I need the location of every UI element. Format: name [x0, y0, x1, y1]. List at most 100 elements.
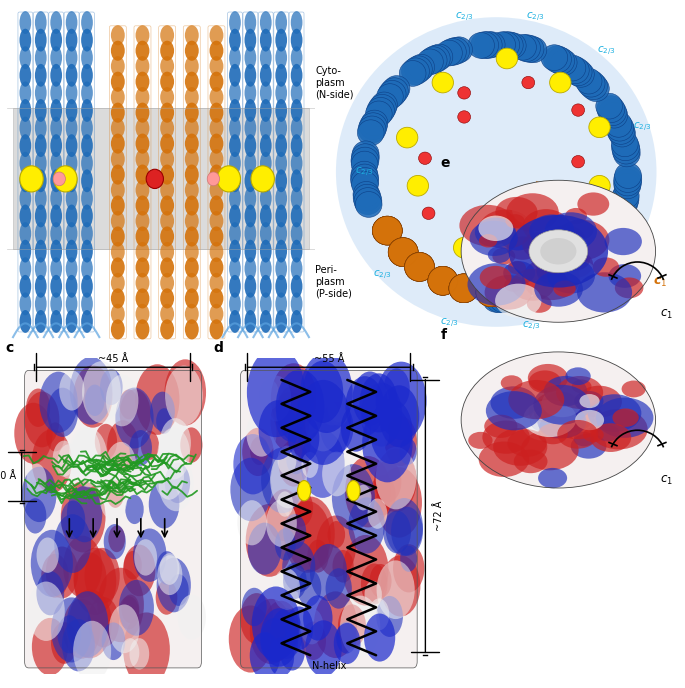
Circle shape [133, 528, 166, 582]
Circle shape [39, 372, 77, 433]
Ellipse shape [290, 204, 303, 227]
Circle shape [277, 446, 297, 475]
Ellipse shape [275, 46, 287, 69]
Circle shape [565, 367, 590, 385]
Circle shape [539, 239, 588, 275]
Circle shape [506, 193, 559, 232]
Circle shape [54, 514, 91, 573]
Ellipse shape [260, 222, 272, 245]
Ellipse shape [275, 169, 287, 192]
Circle shape [352, 141, 379, 166]
Ellipse shape [81, 81, 93, 105]
Ellipse shape [81, 29, 93, 52]
Circle shape [97, 568, 144, 642]
Circle shape [364, 581, 382, 608]
Circle shape [383, 510, 411, 553]
Circle shape [119, 580, 154, 636]
Circle shape [99, 476, 127, 520]
Circle shape [270, 451, 307, 508]
Ellipse shape [35, 29, 47, 52]
Ellipse shape [260, 292, 272, 315]
Ellipse shape [160, 304, 174, 324]
Ellipse shape [66, 204, 77, 227]
Ellipse shape [160, 164, 174, 184]
Text: ~72 Å: ~72 Å [434, 501, 444, 531]
Circle shape [373, 216, 402, 245]
Circle shape [575, 410, 604, 430]
Ellipse shape [185, 133, 199, 153]
Circle shape [401, 58, 429, 85]
Ellipse shape [185, 226, 199, 246]
Circle shape [522, 258, 580, 300]
Circle shape [288, 414, 319, 462]
Circle shape [384, 368, 410, 409]
Circle shape [458, 87, 471, 99]
Ellipse shape [290, 222, 303, 245]
Circle shape [499, 33, 526, 58]
Ellipse shape [111, 211, 125, 231]
Ellipse shape [229, 11, 241, 34]
Circle shape [577, 70, 605, 97]
Circle shape [397, 127, 418, 148]
Ellipse shape [260, 64, 272, 87]
Circle shape [359, 113, 387, 140]
Ellipse shape [111, 288, 125, 308]
Circle shape [514, 449, 547, 473]
Circle shape [589, 175, 610, 196]
Ellipse shape [19, 187, 32, 210]
Circle shape [355, 485, 371, 510]
Circle shape [307, 539, 329, 572]
Circle shape [380, 78, 408, 105]
Circle shape [297, 570, 321, 606]
Circle shape [486, 286, 514, 313]
Circle shape [468, 32, 495, 58]
Ellipse shape [275, 134, 287, 157]
Text: c$_1$: c$_1$ [660, 473, 673, 486]
Ellipse shape [210, 242, 223, 262]
Circle shape [449, 274, 479, 303]
Circle shape [266, 499, 297, 547]
Circle shape [286, 497, 335, 571]
Ellipse shape [229, 169, 241, 192]
Circle shape [373, 216, 402, 245]
Circle shape [180, 427, 203, 463]
Circle shape [605, 228, 642, 255]
Circle shape [277, 491, 293, 517]
Circle shape [544, 376, 587, 406]
Circle shape [103, 524, 126, 559]
Ellipse shape [19, 81, 32, 105]
Ellipse shape [290, 134, 303, 157]
Circle shape [408, 54, 434, 80]
Circle shape [165, 463, 190, 503]
Text: Cyto-
plasm
(N-side): Cyto- plasm (N-side) [315, 66, 353, 99]
Circle shape [490, 386, 537, 419]
Text: c: c [5, 341, 14, 354]
Ellipse shape [111, 164, 125, 184]
Ellipse shape [160, 103, 174, 122]
Circle shape [345, 456, 391, 528]
Circle shape [547, 398, 583, 423]
Circle shape [341, 405, 371, 452]
Circle shape [279, 440, 309, 486]
Circle shape [514, 283, 541, 309]
Ellipse shape [210, 257, 223, 277]
Circle shape [67, 486, 102, 542]
Circle shape [58, 615, 82, 654]
Circle shape [530, 277, 558, 304]
Ellipse shape [81, 275, 93, 298]
Ellipse shape [290, 169, 303, 192]
Ellipse shape [210, 72, 223, 92]
Circle shape [356, 191, 382, 217]
Circle shape [405, 252, 434, 281]
Ellipse shape [19, 257, 32, 280]
Circle shape [547, 47, 575, 74]
Ellipse shape [19, 116, 32, 140]
Ellipse shape [66, 64, 77, 87]
Circle shape [25, 391, 60, 447]
Circle shape [301, 430, 345, 498]
Ellipse shape [290, 275, 303, 298]
Ellipse shape [245, 310, 256, 333]
Ellipse shape [260, 46, 272, 69]
Circle shape [534, 391, 584, 426]
Ellipse shape [290, 310, 303, 333]
